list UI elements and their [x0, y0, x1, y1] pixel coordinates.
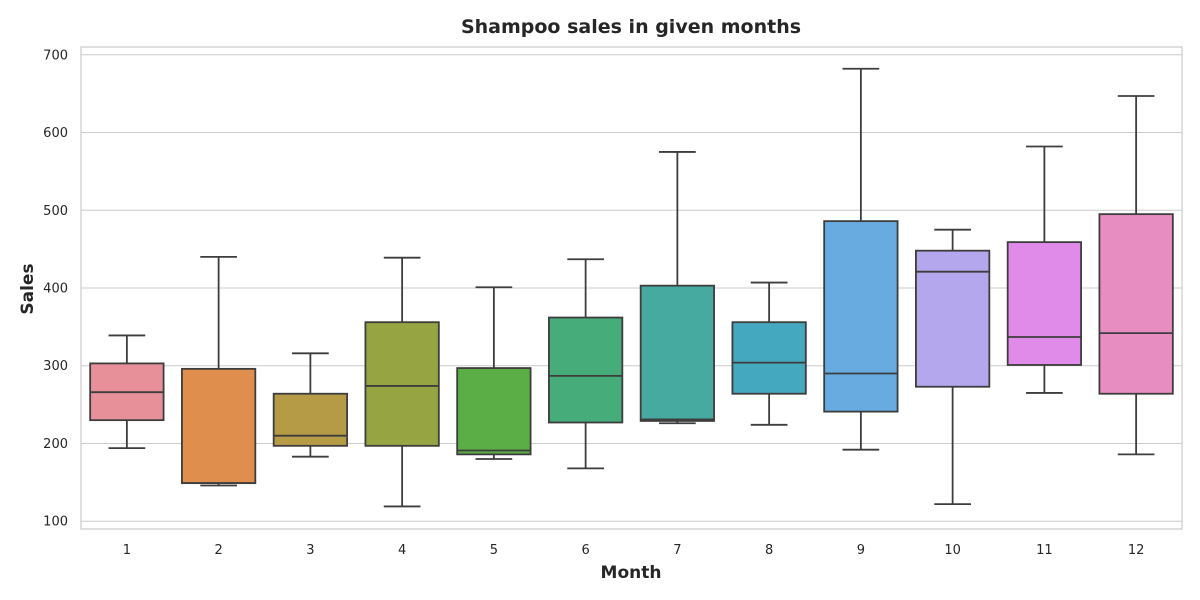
box-month-2	[181, 256, 257, 487]
box-month-11	[1006, 145, 1082, 394]
x-tick-label: 9	[857, 543, 865, 558]
box-month-6	[548, 258, 624, 470]
y-tick-label: 100	[43, 515, 68, 530]
box-month-9	[823, 67, 899, 451]
box-month-10	[915, 228, 991, 506]
box-month-1	[89, 334, 165, 450]
box-month-4	[364, 256, 440, 508]
iqr-box	[1098, 213, 1174, 395]
chart-title: Shampoo sales in given months	[461, 16, 801, 38]
iqr-box	[823, 220, 899, 413]
x-tick-label: 7	[673, 543, 681, 558]
iqr-box	[731, 321, 807, 395]
y-tick-label: 600	[43, 126, 68, 141]
iqr-box	[1006, 241, 1082, 366]
iqr-box	[364, 321, 440, 447]
iqr-box	[456, 367, 532, 456]
x-tick-label: 3	[306, 543, 314, 558]
plot-frame	[80, 46, 1183, 530]
x-axis-label: Month	[601, 563, 662, 583]
box-month-3	[272, 352, 348, 458]
iqr-box	[639, 284, 715, 422]
y-tick-labels: 100 200 300 400 500 600 700	[43, 48, 68, 529]
x-tick-label: 2	[214, 543, 222, 558]
y-tick-label: 200	[43, 437, 68, 452]
gridlines	[81, 54, 1182, 522]
boxes	[89, 67, 1174, 508]
x-tick-label: 8	[765, 543, 773, 558]
y-tick-label: 300	[43, 359, 68, 374]
x-tick-label: 12	[1128, 543, 1145, 558]
box-month-5	[456, 286, 532, 460]
y-tick-label: 700	[43, 48, 68, 63]
iqr-box	[272, 392, 348, 447]
y-tick-label: 500	[43, 204, 68, 219]
iqr-box	[548, 316, 624, 424]
y-tick-label: 400	[43, 282, 68, 297]
box-month-7	[639, 151, 715, 425]
x-tick-labels: 1 2 3 4 5 6 7 8 9 10 11 12	[123, 543, 1145, 558]
iqr-box	[915, 249, 991, 388]
x-tick-label: 1	[123, 543, 131, 558]
box-month-8	[731, 281, 807, 426]
x-tick-label: 6	[581, 543, 589, 558]
x-tick-label: 10	[944, 543, 961, 558]
y-axis-label: Sales	[18, 263, 38, 314]
x-tick-label: 5	[490, 543, 498, 558]
x-tick-label: 11	[1036, 543, 1053, 558]
x-tick-label: 4	[398, 543, 406, 558]
box-month-12	[1098, 95, 1174, 456]
iqr-box	[181, 367, 257, 485]
